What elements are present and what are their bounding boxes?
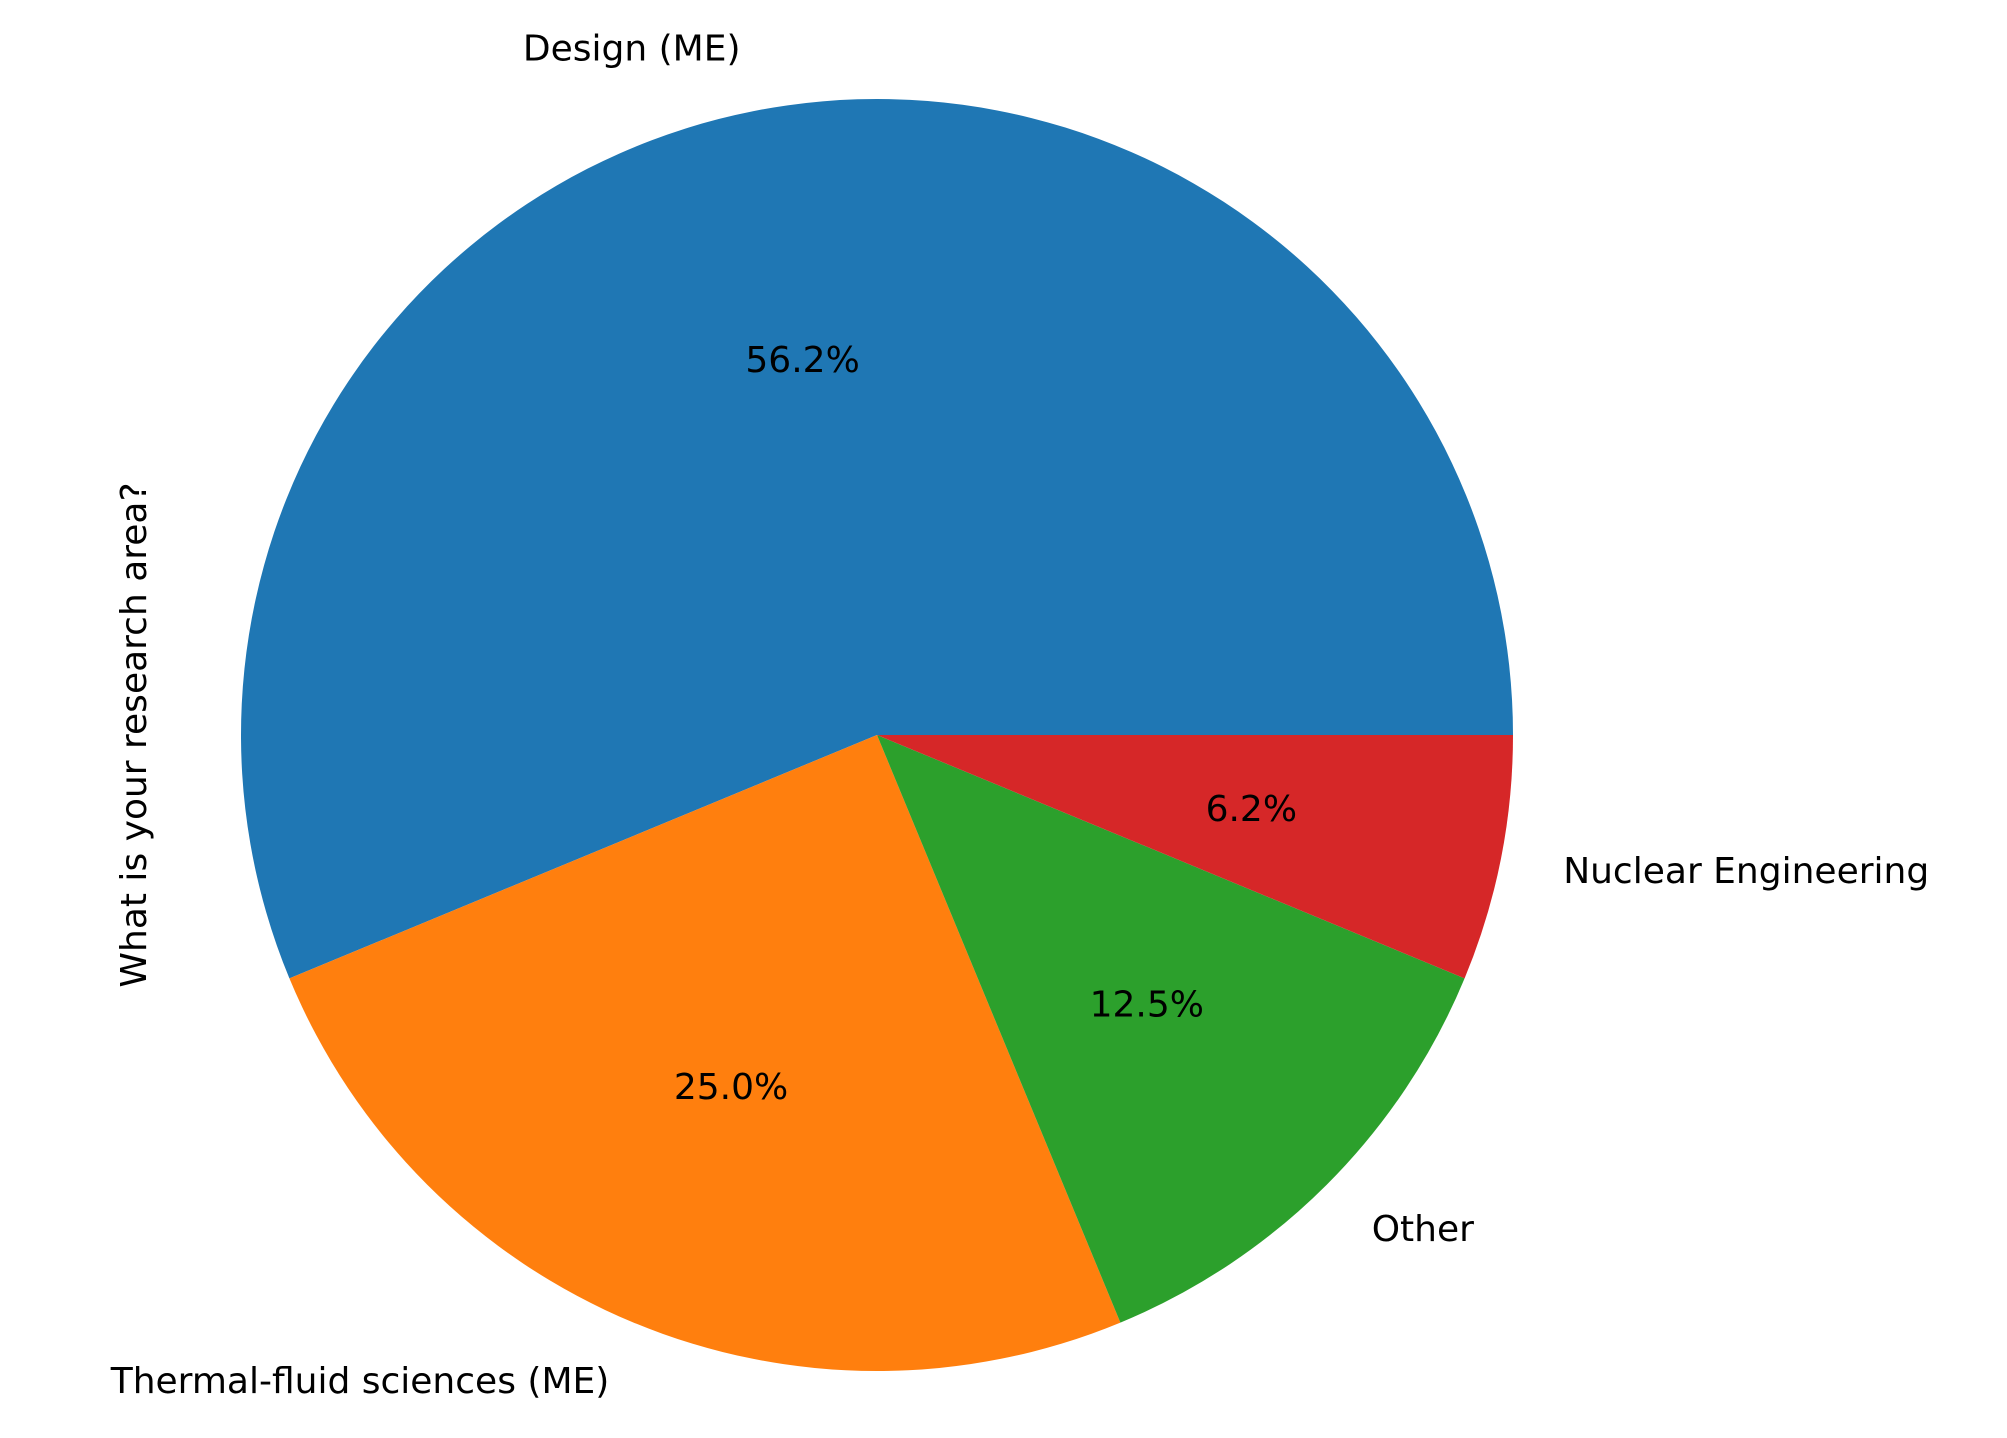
pie-slice <box>289 735 1121 1372</box>
pie-slices <box>241 99 1514 1372</box>
pie-slice <box>877 735 1465 1323</box>
pie-slice <box>241 99 1514 979</box>
percent-labels: 56.2% 25.0% 12.5% 6.2% <box>674 340 1297 1108</box>
y-axis-label: What is your research area? <box>114 482 155 987</box>
percent-label: 25.0% <box>674 1067 788 1108</box>
category-label: Design (ME) <box>523 28 741 69</box>
category-label: Nuclear Engineering <box>1563 851 1929 892</box>
percent-label: 12.5% <box>1090 984 1204 1025</box>
category-labels: Design (ME) Thermal-fluid sciences (ME) Ot… <box>110 28 1929 1402</box>
pie-slice <box>877 735 1513 979</box>
category-label: Other <box>1372 1209 1474 1250</box>
percent-label: 56.2% <box>745 340 859 381</box>
percent-label: 6.2% <box>1206 789 1297 830</box>
category-label: Thermal-fluid sciences (ME) <box>110 1361 610 1402</box>
